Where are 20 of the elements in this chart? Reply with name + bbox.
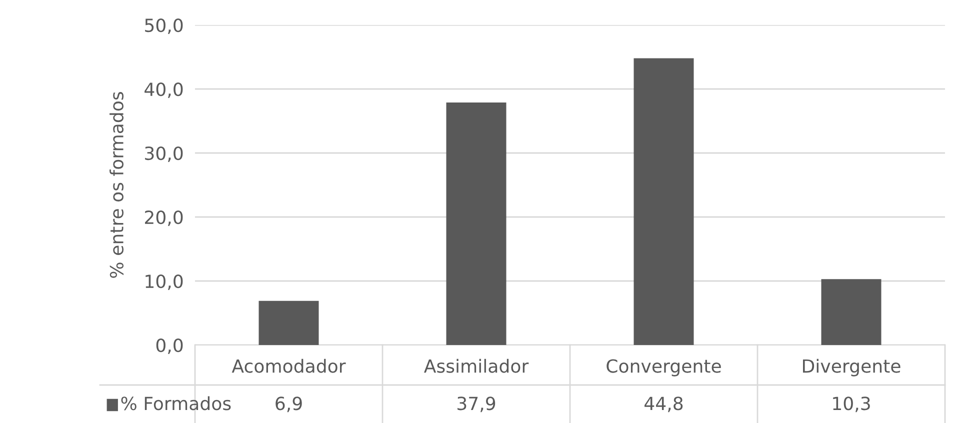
x-tick-label: Acomodador bbox=[232, 358, 346, 373]
y-axis-title: % entre os formados bbox=[110, 92, 124, 278]
bar bbox=[634, 58, 694, 345]
y-tick-label: 20,0 bbox=[145, 210, 183, 226]
y-tick-label: 40,0 bbox=[144, 82, 183, 98]
data-label: 10,3 bbox=[833, 396, 870, 412]
data-label: 6,9 bbox=[276, 396, 302, 412]
x-tick-label: Assimilador bbox=[424, 358, 529, 373]
y-tick-label: 10,0 bbox=[146, 274, 183, 290]
y-tick-label: 30,0 bbox=[145, 146, 183, 162]
legend-label: % Formados bbox=[121, 396, 231, 410]
bar bbox=[258, 300, 319, 345]
bar bbox=[446, 102, 506, 345]
bar bbox=[821, 279, 882, 345]
data-label: 44,8 bbox=[644, 396, 683, 412]
x-tick-label: Divergente bbox=[803, 358, 900, 376]
x-tick-label: Convergente bbox=[606, 359, 721, 376]
y-tick-label: 50,0 bbox=[145, 18, 183, 34]
data-label: 37,9 bbox=[458, 396, 496, 412]
y-tick-label: 0,0 bbox=[156, 338, 183, 354]
